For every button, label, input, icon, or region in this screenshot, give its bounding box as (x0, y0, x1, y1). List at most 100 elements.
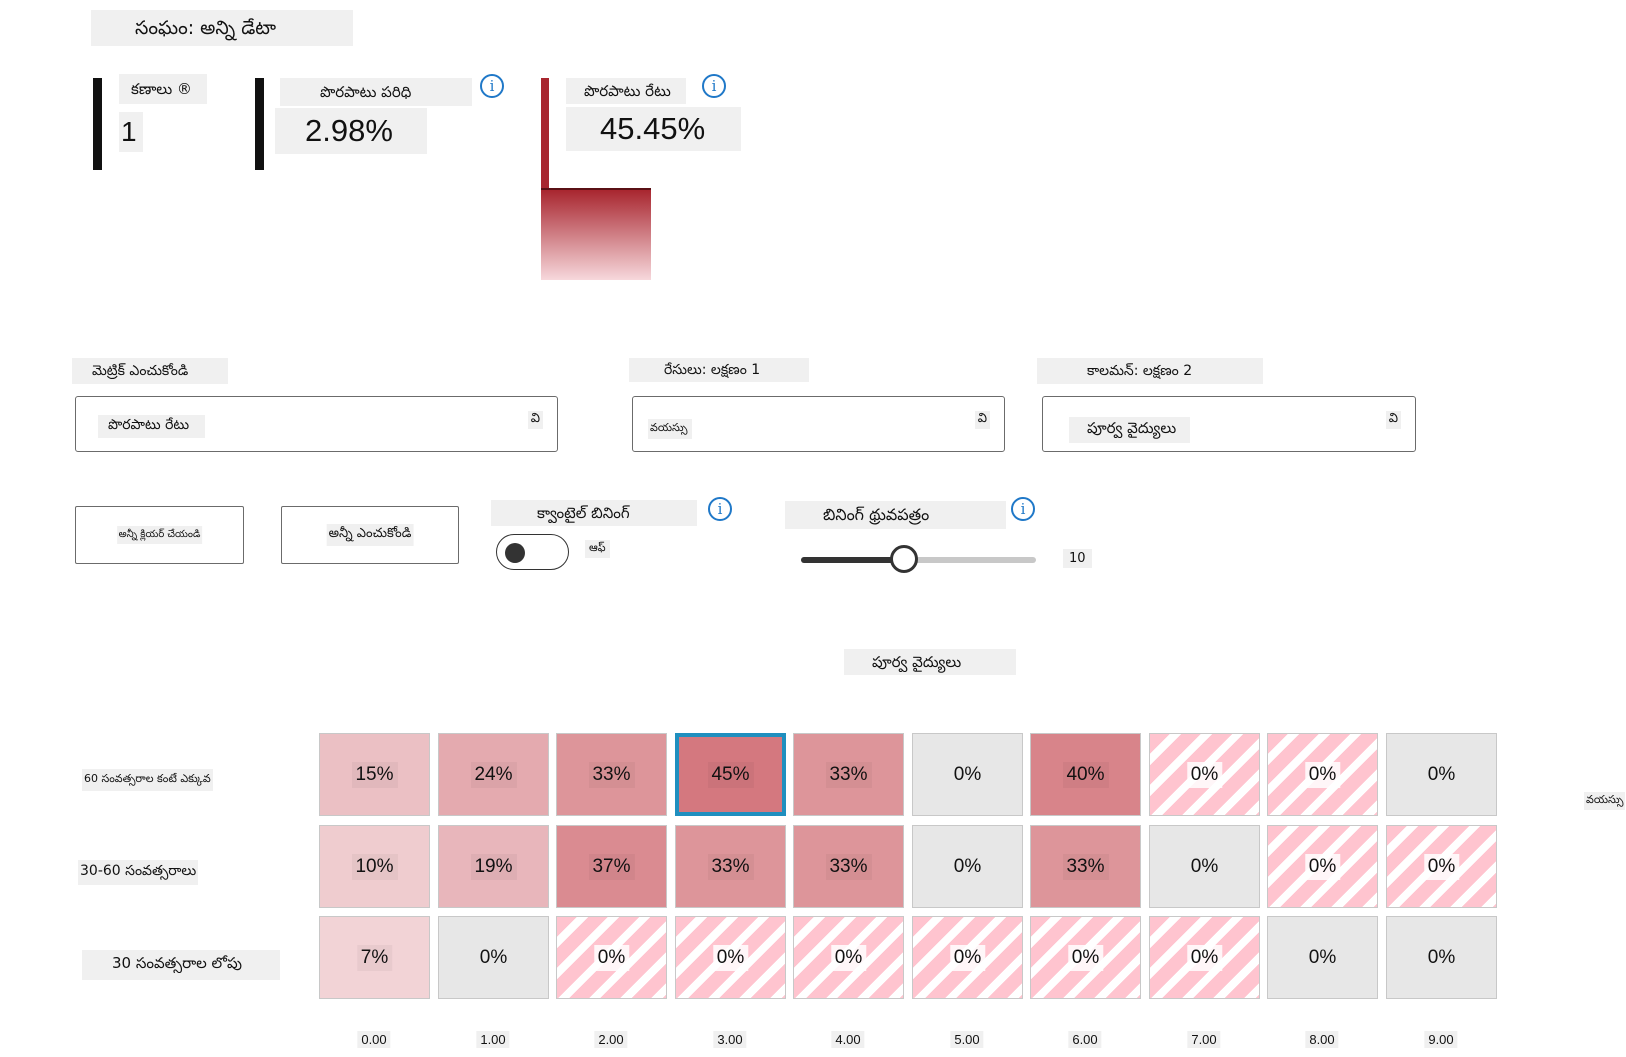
binning-threshold-slider[interactable] (801, 545, 1036, 573)
heatmap-cell-value: 0% (593, 944, 630, 971)
heatmap-cell[interactable]: 33% (793, 825, 904, 908)
heatmap-cell[interactable]: 33% (793, 733, 904, 816)
error-coverage-bar (255, 78, 264, 170)
column-tick-label: 4.00 (831, 1031, 865, 1048)
heatmap-cell-value: 33% (825, 761, 872, 788)
row-label: 30-60 సంవత్సరాలు (78, 860, 199, 885)
heatmap-cell-value: 0% (1423, 853, 1460, 880)
error-coverage-info-icon[interactable]: i (480, 74, 504, 98)
chevron-down-icon: వి (527, 411, 543, 429)
heatmap-cell-value: 37% (588, 853, 635, 880)
columns-feature-dropdown[interactable]: పూర్వ వైద్యులు వి (1042, 396, 1416, 452)
column-tick-label: 3.00 (713, 1031, 747, 1048)
heatmap-cell[interactable]: 10% (319, 825, 430, 908)
heatmap-cell[interactable]: 0% (438, 916, 549, 999)
heatmap-cell[interactable]: 0% (1386, 825, 1497, 908)
row-label: 60 సంవత్సరాల కంటే ఎక్కువ (82, 769, 213, 791)
error-rate-gauge-fill (541, 188, 651, 280)
heatmap-cell[interactable]: 0% (556, 916, 667, 999)
heatmap-cell-value: 24% (470, 761, 517, 788)
heatmap-cell[interactable]: 33% (1030, 825, 1141, 908)
heatmap-cell-value: 33% (707, 853, 754, 880)
heatmap-cell[interactable]: 19% (438, 825, 549, 908)
heatmap-cell[interactable]: 0% (912, 733, 1023, 816)
heatmap-cell[interactable]: 0% (1030, 916, 1141, 999)
metric-select-value: పొరపాటు రేటు (98, 415, 206, 438)
column-tick-label: 0.00 (357, 1031, 391, 1048)
column-tick-label: 2.00 (594, 1031, 628, 1048)
heatmap-cell[interactable]: 40% (1030, 733, 1141, 816)
row-axis-title: వయస్సు (1584, 792, 1626, 810)
heatmap-cell[interactable]: 33% (556, 733, 667, 816)
heatmap-cell-value: 0% (949, 761, 986, 788)
heatmap-cell-value: 0% (830, 944, 867, 971)
column-tick-label: 8.00 (1305, 1031, 1339, 1048)
heatmap-cell[interactable]: 0% (1267, 733, 1378, 816)
heatmap-cell[interactable]: 45% (675, 733, 786, 816)
column-tick-label: 7.00 (1187, 1031, 1221, 1048)
binning-threshold-info-icon[interactable]: i (1011, 497, 1035, 521)
metric-select-label: మెట్రిక్ ఎంచుకోండి (72, 358, 228, 384)
chevron-down-icon: వి (974, 411, 990, 429)
heatmap-cell[interactable]: 0% (1386, 733, 1497, 816)
heatmap-cell-value: 40% (1062, 761, 1109, 788)
column-tick-label: 5.00 (950, 1031, 984, 1048)
heatmap-cell-value: 33% (588, 761, 635, 788)
heatmap-cell-value: 0% (1423, 944, 1460, 971)
slider-thumb[interactable] (890, 545, 918, 573)
binning-threshold-label: బినింగ్ థ్రువపత్రం (785, 501, 1006, 529)
row-label: 30 సంవత్సరాల లోపు (82, 950, 280, 980)
column-axis-title: పూర్వ వైద్యులు (844, 649, 1016, 675)
heatmap-cell-value: 0% (949, 853, 986, 880)
heatmap-cell-value: 0% (949, 944, 986, 971)
rows-feature-value: వయస్సు (648, 419, 693, 439)
select-all-button[interactable]: అన్నీ ఎంచుకోండి (281, 506, 459, 564)
rows-feature-dropdown[interactable]: వయస్సు వి (632, 396, 1005, 452)
columns-feature-label: కాలమన్: లక్షణం 2 (1037, 358, 1263, 384)
binning-threshold-value: 10 (1063, 549, 1092, 568)
heatmap-cell-value: 0% (1304, 853, 1341, 880)
select-all-label: అన్నీ ఎంచుకోండి (326, 524, 414, 546)
clear-all-label: అన్నీ క్లియర్ చేయండి (116, 526, 203, 544)
column-tick-label: 9.00 (1424, 1031, 1458, 1048)
count-label: కణాలు ® (119, 74, 207, 104)
quantile-binning-info-icon[interactable]: i (708, 497, 732, 521)
cohort-title: సంఘం: అన్ని డేటా (91, 10, 353, 46)
quantile-binning-state: ఆఫ్ (585, 540, 610, 558)
rows-feature-label: రేసులు: లక్షణం 1 (629, 358, 809, 382)
quantile-binning-label: క్వాంటైల్ బినింగ్ (491, 500, 697, 526)
quantile-binning-toggle[interactable] (496, 534, 569, 570)
heatmap-cell-value: 0% (1186, 944, 1223, 971)
heatmap-cell[interactable]: 15% (319, 733, 430, 816)
heatmap-cell-value: 15% (351, 761, 398, 788)
metric-select-dropdown[interactable]: పొరపాటు రేటు వి (75, 396, 558, 452)
heatmap-cell-value: 0% (1423, 761, 1460, 788)
column-tick-label: 1.00 (476, 1031, 510, 1048)
heatmap-cell-value: 0% (712, 944, 749, 971)
heatmap-cell[interactable]: 0% (1149, 916, 1260, 999)
heatmap-cell[interactable]: 0% (912, 825, 1023, 908)
clear-all-button[interactable]: అన్నీ క్లియర్ చేయండి (75, 506, 244, 564)
heatmap-cell[interactable]: 0% (1386, 916, 1497, 999)
heatmap-cell-value: 0% (1304, 944, 1341, 971)
heatmap-cell[interactable]: 7% (319, 916, 430, 999)
heatmap-cell[interactable]: 0% (1267, 825, 1378, 908)
heatmap-cell[interactable]: 0% (793, 916, 904, 999)
heatmap-cell[interactable]: 0% (912, 916, 1023, 999)
heatmap-cell[interactable]: 0% (1149, 733, 1260, 816)
heatmap-cell-value: 0% (475, 944, 512, 971)
heatmap-cell-value: 33% (825, 853, 872, 880)
heatmap-cell[interactable]: 37% (556, 825, 667, 908)
error-rate-gauge-rail (541, 78, 549, 280)
heatmap-cell[interactable]: 24% (438, 733, 549, 816)
heatmap-cell-value: 10% (351, 853, 398, 880)
heatmap-cell[interactable]: 0% (1149, 825, 1260, 908)
heatmap-cell[interactable]: 33% (675, 825, 786, 908)
error-rate-info-icon[interactable]: i (702, 74, 726, 98)
heatmap-cell-value: 0% (1067, 944, 1104, 971)
columns-feature-value: పూర్వ వైద్యులు (1069, 417, 1191, 443)
column-tick-label: 6.00 (1068, 1031, 1102, 1048)
slider-track (801, 557, 1036, 563)
heatmap-cell[interactable]: 0% (675, 916, 786, 999)
heatmap-cell[interactable]: 0% (1267, 916, 1378, 999)
